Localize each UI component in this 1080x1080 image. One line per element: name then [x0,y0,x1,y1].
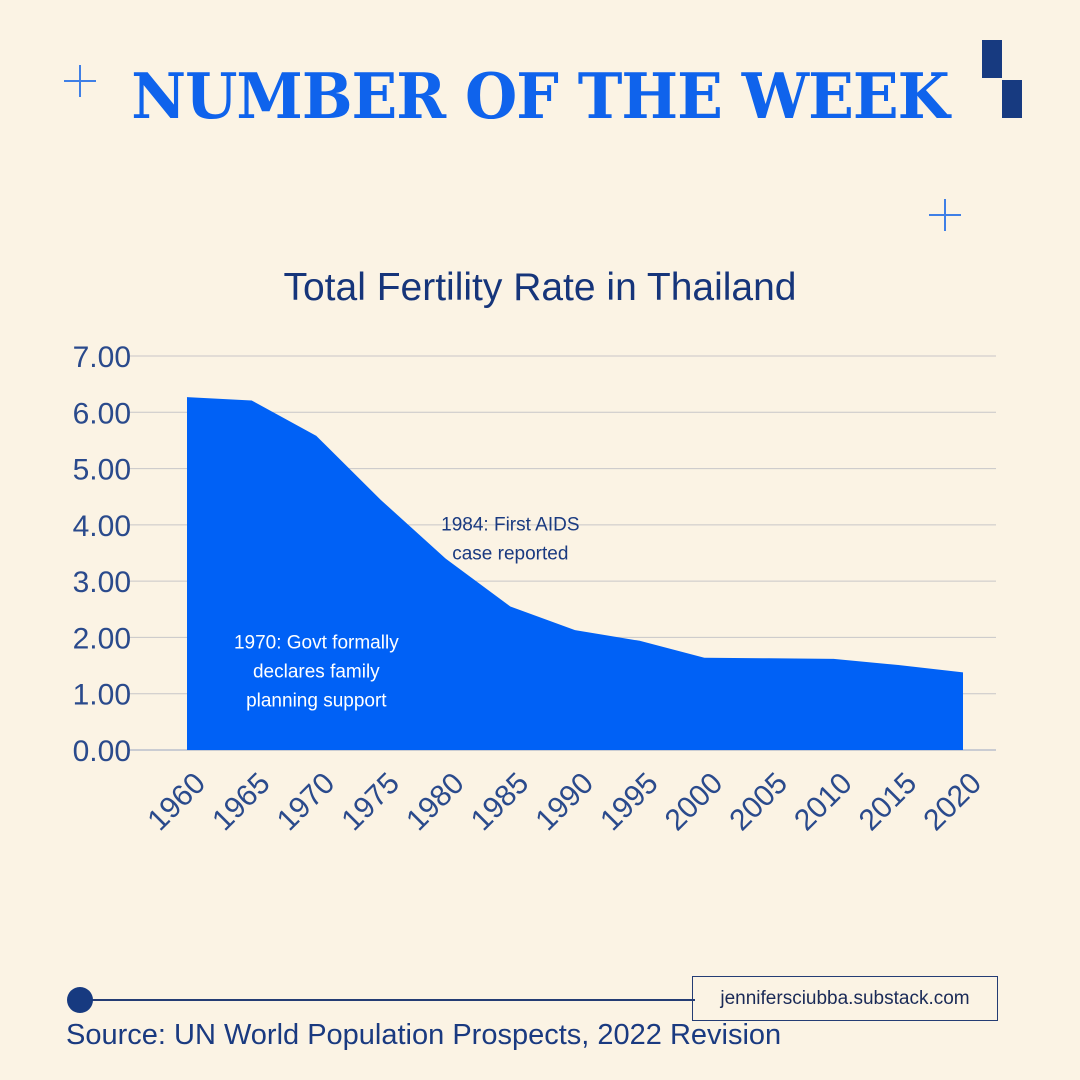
area-series [186,396,964,750]
annotation-line: 1970: Govt formally [234,633,399,654]
x-tick-label: 1985 [465,767,536,838]
footer-divider [80,999,695,1001]
substack-url[interactable]: jennifersciubba.substack.com [692,976,998,1021]
corner-block-decoration [1002,80,1022,118]
x-tick-label: 1965 [206,767,277,838]
y-tick-label: 6.00 [73,397,131,430]
x-tick-label: 1975 [335,767,406,838]
annotation-line: declares family [253,662,380,683]
x-tick-label: 1980 [400,767,471,838]
plus-decoration-icon [929,199,961,231]
annotation-label: 1970: Govt formally declares family planni… [234,633,399,712]
x-tick-label: 1960 [141,767,212,838]
x-tick-label: 2010 [788,767,859,838]
headline: NUMBER OF THE WEEK [131,60,950,134]
y-tick-label: 7.00 [73,341,131,374]
area-fill [187,397,963,750]
x-tick-label: 2005 [723,767,794,838]
footer-dot [67,987,93,1013]
source-note: Source: UN World Population Prospects, 2… [66,1019,782,1051]
x-tick-label: 2020 [917,767,988,838]
y-tick-label: 0.00 [73,735,131,768]
x-tick-label: 2000 [659,767,730,838]
y-axis-ticks: 0.00 1.00 2.00 3.00 4.00 5.00 6.00 7.00 [73,341,131,768]
x-tick-label: 1995 [594,767,665,838]
y-tick-label: 5.00 [73,454,131,487]
annotations: 1970: Govt formally declares family planni… [234,514,580,711]
y-tick-label: 3.00 [73,566,131,599]
x-tick-label: 1990 [529,767,600,838]
annotation-line: planning support [246,691,387,712]
x-tick-label: 1970 [271,767,342,838]
fertility-chart: Total Fertility Rate in Thailand 0.00 1.0… [73,266,996,838]
annotation-label: 1984: First AIDS case reported [441,514,579,564]
y-tick-label: 2.00 [73,622,131,655]
annotation-line: case reported [452,543,568,564]
y-tick-label: 1.00 [73,679,131,712]
x-tick-label: 2015 [853,767,924,838]
x-axis-ticks: 1960196519701975198019851990199520002005… [141,767,988,838]
corner-block-decoration [982,40,1002,78]
chart-title: Total Fertility Rate in Thailand [283,266,796,309]
y-tick-label: 4.00 [73,510,131,543]
annotation-line: 1984: First AIDS [441,514,579,535]
plus-decoration-icon [64,65,96,97]
